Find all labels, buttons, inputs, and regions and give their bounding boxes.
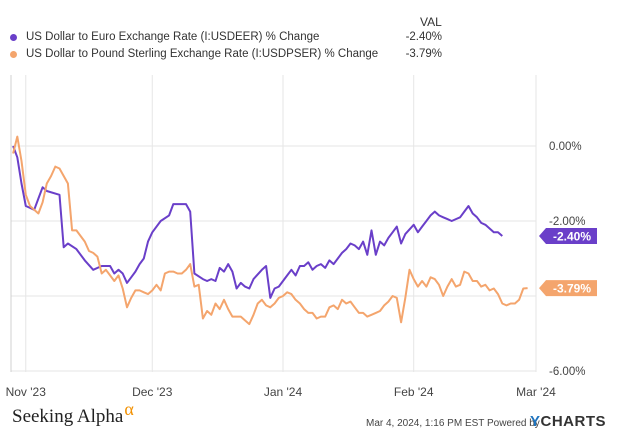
- ycharts-y: Y: [530, 413, 541, 430]
- ycharts-logo[interactable]: YCHARTS: [530, 413, 606, 430]
- legend-value-usdpser: -3.79%: [405, 48, 442, 60]
- grid: [11, 75, 537, 372]
- legend-header: VAL: [420, 15, 442, 29]
- y-tick-label: -2.00%: [549, 216, 585, 228]
- x-tick-label: Mar '24: [516, 385, 556, 399]
- ycharts-rest: CHARTS: [540, 413, 607, 430]
- x-tick-label: Nov '23: [6, 385, 47, 399]
- y-tick-label: -6.00%: [549, 366, 585, 378]
- legend-marker-usdpser: [10, 50, 17, 58]
- series-line-1: [12, 135, 528, 326]
- x-tick-label: Dec '23: [132, 385, 173, 399]
- end-tag-bg-1: [539, 280, 597, 297]
- series-line-0: [12, 145, 503, 299]
- seeking-alpha-logo[interactable]: Seeking Alphaα: [12, 399, 134, 428]
- legend-label-usdpser: US Dollar to Pound Sterling Exchange Rat…: [26, 48, 379, 60]
- legend-marker-usdeer: [10, 33, 17, 41]
- series-lines: [12, 135, 528, 326]
- legend-item-usdpser[interactable]: US Dollar to Pound Sterling Exchange Rat…: [10, 48, 378, 60]
- end-tag-bg-0: [539, 228, 597, 244]
- legend-label-usdeer: US Dollar to Euro Exchange Rate (I:USDEE…: [26, 31, 320, 43]
- x-axis: Nov '23 Dec '23 Jan '24 Feb '24 Mar '24: [6, 385, 557, 399]
- timestamp: Mar 4, 2024, 1:16 PM EST Powered by: [366, 418, 540, 429]
- logo-text: Seeking Alpha: [12, 406, 124, 427]
- y-axis: 0.00% -2.00% -6.00%: [549, 141, 585, 378]
- end-labels: -2.40% -3.79%: [539, 228, 597, 297]
- legend-item-usdeer[interactable]: US Dollar to Euro Exchange Rate (I:USDEE…: [10, 31, 319, 43]
- x-tick-label: Feb '24: [394, 385, 434, 399]
- x-tick-label: Jan '24: [264, 385, 303, 399]
- alpha-icon: α: [124, 399, 134, 419]
- legend-value-usdeer: -2.40%: [405, 31, 442, 43]
- end-tag-label-1: -3.79%: [553, 282, 591, 296]
- end-tag-label-0: -2.40%: [553, 230, 591, 244]
- y-tick-label: 0.00%: [549, 141, 582, 153]
